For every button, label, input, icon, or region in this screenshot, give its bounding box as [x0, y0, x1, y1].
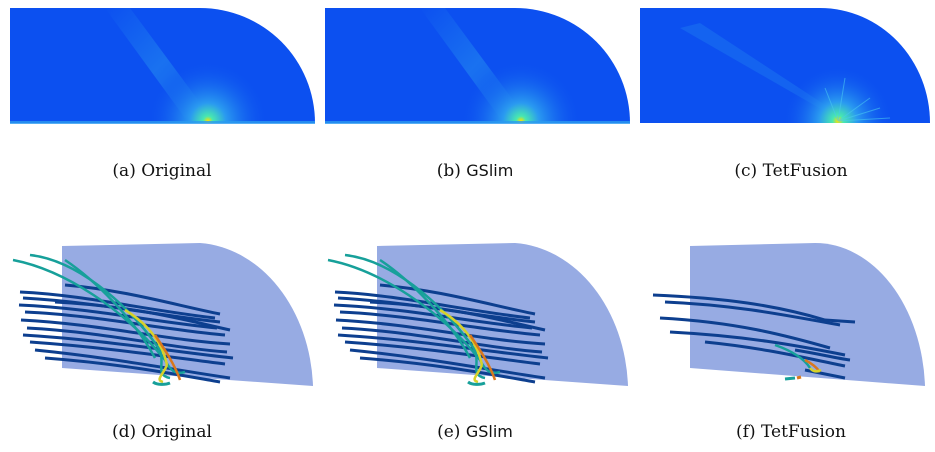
streamline-plot: [327, 243, 628, 386]
caption-tag: (c): [734, 161, 758, 181]
caption-label: TetFusion: [760, 422, 846, 442]
streamline-plot: [652, 242, 925, 386]
caption-tag: (a): [112, 161, 136, 181]
scalar-field-plot: [640, 8, 930, 123]
streamline-plot: [12, 243, 313, 386]
caption-label: GSlim: [465, 422, 513, 441]
caption-c: (c) TetFusion: [666, 161, 916, 181]
caption-label: Original: [141, 422, 212, 442]
panel-d-streamlines-original: [5, 240, 320, 390]
caption-d: (d) Original: [37, 422, 287, 442]
caption-label: TetFusion: [762, 161, 848, 181]
caption-tag: (f): [736, 422, 756, 442]
panel-a-field-original: [10, 8, 315, 128]
caption-b: (b) GSlim: [350, 161, 600, 181]
caption-label: Original: [141, 161, 212, 181]
caption-f: (f) TetFusion: [666, 422, 916, 442]
caption-tag: (b): [436, 161, 461, 181]
scalar-field-plot: [325, 8, 630, 124]
caption-tag: (d): [112, 422, 137, 442]
panel-c-field-tetfusion: [640, 8, 930, 128]
panel-b-field-gslim: [325, 8, 630, 128]
caption-label: GSlim: [466, 161, 514, 180]
panel-e-streamlines-gslim: [320, 240, 635, 390]
caption-a: (a) Original: [37, 161, 287, 181]
caption-e: (e) GSlim: [350, 422, 600, 442]
caption-tag: (e): [437, 422, 461, 442]
scalar-field-plot: [10, 8, 315, 124]
panel-f-streamlines-tetfusion: [645, 240, 930, 390]
